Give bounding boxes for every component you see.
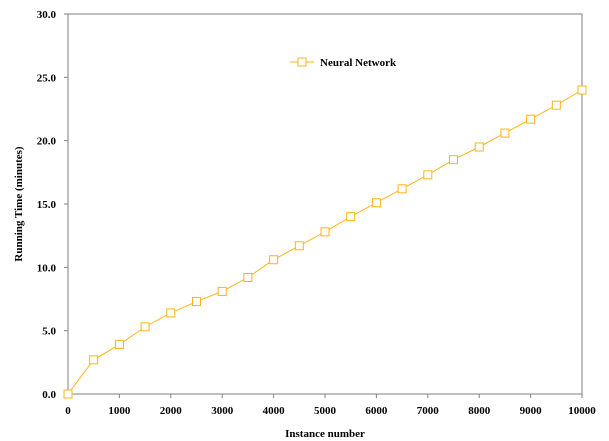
- data-point: [474, 142, 484, 152]
- data-point: [371, 198, 381, 208]
- data-point: [114, 340, 124, 350]
- x-tick-label: 7000: [417, 405, 440, 417]
- data-point: [449, 155, 458, 165]
- y-tick-label: 10.0: [37, 262, 57, 274]
- y-tick-label: 25.0: [37, 72, 57, 84]
- y-tick-label: 30.0: [37, 9, 57, 21]
- y-tick-label: 0.0: [42, 389, 56, 401]
- data-point: [63, 389, 73, 399]
- legend-marker: [297, 57, 307, 67]
- data-point: [89, 355, 99, 365]
- data-point: [217, 286, 227, 296]
- x-tick-label: 6000: [365, 405, 388, 417]
- legend-label: Neural Network: [320, 57, 397, 69]
- legend: Neural Network: [290, 57, 397, 69]
- series-layer: [63, 85, 587, 399]
- plot-area: [67, 13, 583, 395]
- x-tick-label: 2000: [160, 405, 183, 417]
- plot-frame: [67, 13, 583, 395]
- x-tick-label: 8000: [468, 405, 491, 417]
- data-point: [166, 308, 176, 318]
- data-point: [140, 322, 150, 332]
- data-point: [269, 255, 279, 265]
- data-point: [346, 212, 356, 222]
- x-tick-label: 10000: [568, 405, 596, 417]
- data-point: [192, 297, 201, 307]
- x-tick-label: 0: [65, 405, 71, 417]
- x-tick-label: 4000: [263, 405, 286, 417]
- y-tick-label: 20.0: [37, 136, 57, 148]
- x-tick-label: 1000: [108, 405, 131, 417]
- x-tick-label: 5000: [314, 405, 337, 417]
- data-point: [500, 128, 510, 138]
- data-point: [526, 114, 536, 124]
- data-point: [577, 85, 587, 95]
- y-axis-title: Running Time (minutes): [13, 146, 25, 261]
- x-tick-label: 9000: [520, 405, 543, 417]
- y-axis: 0.0 5.0 10.0 15.0 20.0 25.0 30.0: [37, 9, 68, 401]
- data-point: [397, 184, 407, 194]
- x-axis-title: Instance number: [285, 428, 365, 440]
- y-tick-label: 15.0: [37, 199, 57, 211]
- data-point: [423, 170, 433, 180]
- x-tick-label: 3000: [211, 405, 234, 417]
- data-point: [243, 272, 253, 282]
- data-point: [551, 100, 561, 110]
- data-point: [320, 227, 330, 237]
- y-tick-label: 5.0: [42, 326, 56, 338]
- x-axis: 0 1000 2000 3000 4000 5000 6000 7000 8000 9000 100…: [65, 394, 596, 417]
- data-point: [294, 241, 304, 251]
